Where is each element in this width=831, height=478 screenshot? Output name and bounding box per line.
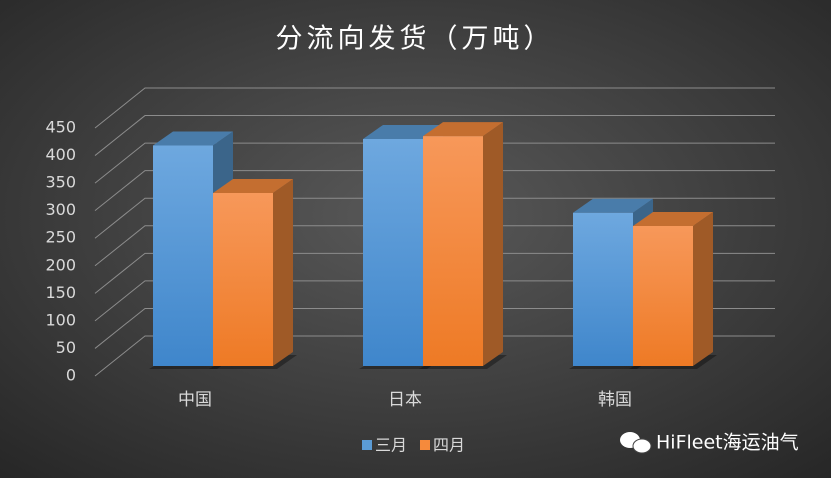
bar-top bbox=[423, 122, 503, 137]
grid-line bbox=[94, 280, 775, 322]
grid-line bbox=[94, 115, 775, 156]
y-tick-label: 200 bbox=[45, 255, 76, 274]
y-tick-label: 250 bbox=[45, 228, 76, 247]
y-tick-label: 150 bbox=[45, 283, 76, 302]
y-tick-label: 0 bbox=[66, 366, 76, 385]
chart-title: 分流向发货（万吨） bbox=[276, 24, 555, 55]
bar bbox=[629, 212, 717, 369]
bar-top bbox=[633, 212, 713, 227]
grid-line bbox=[94, 170, 775, 212]
y-tick-label: 100 bbox=[45, 310, 76, 329]
legend-label: 三月 bbox=[375, 436, 407, 455]
x-tick-label: 韩国 bbox=[598, 390, 632, 410]
bar-top bbox=[213, 178, 293, 193]
watermark: HiFleet海运油气 bbox=[620, 432, 799, 454]
bar-front bbox=[153, 145, 213, 366]
bar-top bbox=[573, 198, 653, 213]
y-tick-label: 350 bbox=[45, 173, 76, 192]
legend-label: 四月 bbox=[433, 436, 465, 455]
legend-swatch bbox=[362, 440, 372, 450]
watermark-text: HiFleet海运油气 bbox=[656, 432, 799, 454]
grid-line bbox=[94, 87, 775, 129]
y-tick-label: 300 bbox=[45, 200, 76, 219]
grid-line bbox=[94, 252, 775, 294]
x-tick-label: 日本 bbox=[388, 390, 422, 410]
grid-line bbox=[94, 197, 775, 239]
bar-side bbox=[483, 122, 503, 366]
bar-front bbox=[363, 138, 423, 366]
bar-side bbox=[273, 178, 293, 366]
y-tick-label: 50 bbox=[56, 338, 76, 357]
y-tick-label: 450 bbox=[45, 118, 76, 137]
bar-side bbox=[693, 212, 713, 366]
bar-front bbox=[423, 136, 483, 366]
bar bbox=[209, 178, 297, 369]
bar-top bbox=[363, 124, 443, 139]
x-tick-label: 中国 bbox=[178, 390, 212, 410]
y-tick-label: 400 bbox=[45, 145, 76, 164]
bar bbox=[419, 122, 507, 369]
grid-line bbox=[94, 335, 775, 377]
bar-front bbox=[573, 212, 633, 366]
grid-line bbox=[94, 142, 775, 184]
bar-front bbox=[213, 192, 273, 366]
grid-line bbox=[94, 307, 775, 349]
grid-line bbox=[94, 225, 775, 267]
legend-swatch bbox=[420, 440, 430, 450]
bar-front bbox=[633, 226, 693, 366]
bar-top bbox=[153, 131, 233, 146]
